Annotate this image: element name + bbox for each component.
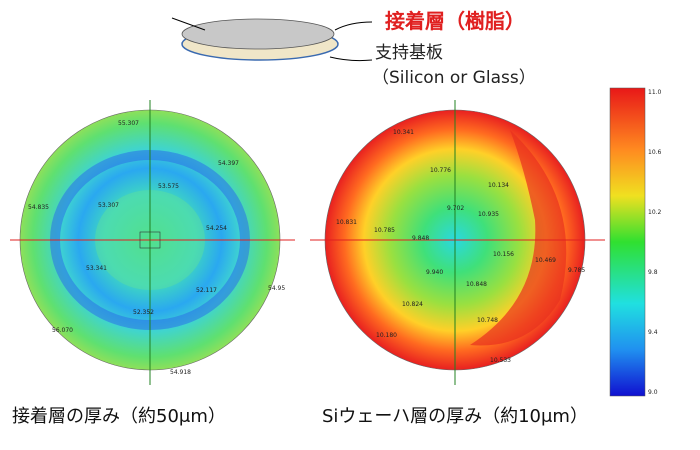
map-label: 56.070 <box>52 327 73 334</box>
colorbar-tick-label: 9.0 <box>648 389 658 396</box>
map-label: 9.848 <box>412 235 429 242</box>
colorbar-tick-label: 9.8 <box>648 269 658 276</box>
map-label: 10.935 <box>478 211 499 218</box>
map-label: 53.341 <box>86 265 107 272</box>
map-label: 10.748 <box>477 317 498 324</box>
map-label: 52.352 <box>133 309 154 316</box>
colorbar-tick-label: 11.0 <box>648 89 662 96</box>
map-label: 10.156 <box>493 251 514 258</box>
map-label: 10.824 <box>402 301 423 308</box>
left-thickness-map <box>10 100 295 385</box>
map-label: 54.254 <box>206 225 227 232</box>
map-label: 9.940 <box>426 269 443 276</box>
substrate-material: （Silicon or Glass） <box>372 68 536 88</box>
map-label: 54.835 <box>28 204 49 211</box>
map-label: 10.831 <box>336 219 357 226</box>
map-label: 10.180 <box>376 332 397 339</box>
map-label: 10.533 <box>490 357 511 364</box>
colorbar-tick-label: 9.4 <box>648 329 658 336</box>
map-label: 10.469 <box>535 257 556 264</box>
map-label: 9.785 <box>568 267 585 274</box>
map-label: 53.575 <box>158 183 179 190</box>
map-label: 54.918 <box>170 369 191 376</box>
map-label: 10.134 <box>488 182 509 189</box>
map-label: 55.307 <box>118 120 139 127</box>
resin-label: 接着層（樹脂） <box>385 9 525 33</box>
wafer-illustration <box>171 17 373 62</box>
colorbar-tick-label: 10.6 <box>648 149 662 156</box>
map-label: 53.307 <box>98 202 119 209</box>
substrate-label: 支持基板 <box>375 43 443 63</box>
right-caption: Siウェーハ層の厚み（約10μm） <box>322 406 588 427</box>
map-label: 10.776 <box>430 167 451 174</box>
colorbar-tick-label: 10.2 <box>648 209 662 216</box>
map-label: 54.397 <box>218 160 239 167</box>
map-label: 10.785 <box>374 227 395 234</box>
map-label: 52.117 <box>196 287 217 294</box>
map-label: 54.95 <box>268 285 285 292</box>
right-thickness-map <box>310 100 605 385</box>
colorbar <box>609 87 646 397</box>
map-label: 10.848 <box>466 281 487 288</box>
map-label: 9.702 <box>447 205 464 212</box>
map-label: 10.341 <box>393 129 414 136</box>
left-caption: 接着層の厚み（約50μm） <box>12 406 226 427</box>
